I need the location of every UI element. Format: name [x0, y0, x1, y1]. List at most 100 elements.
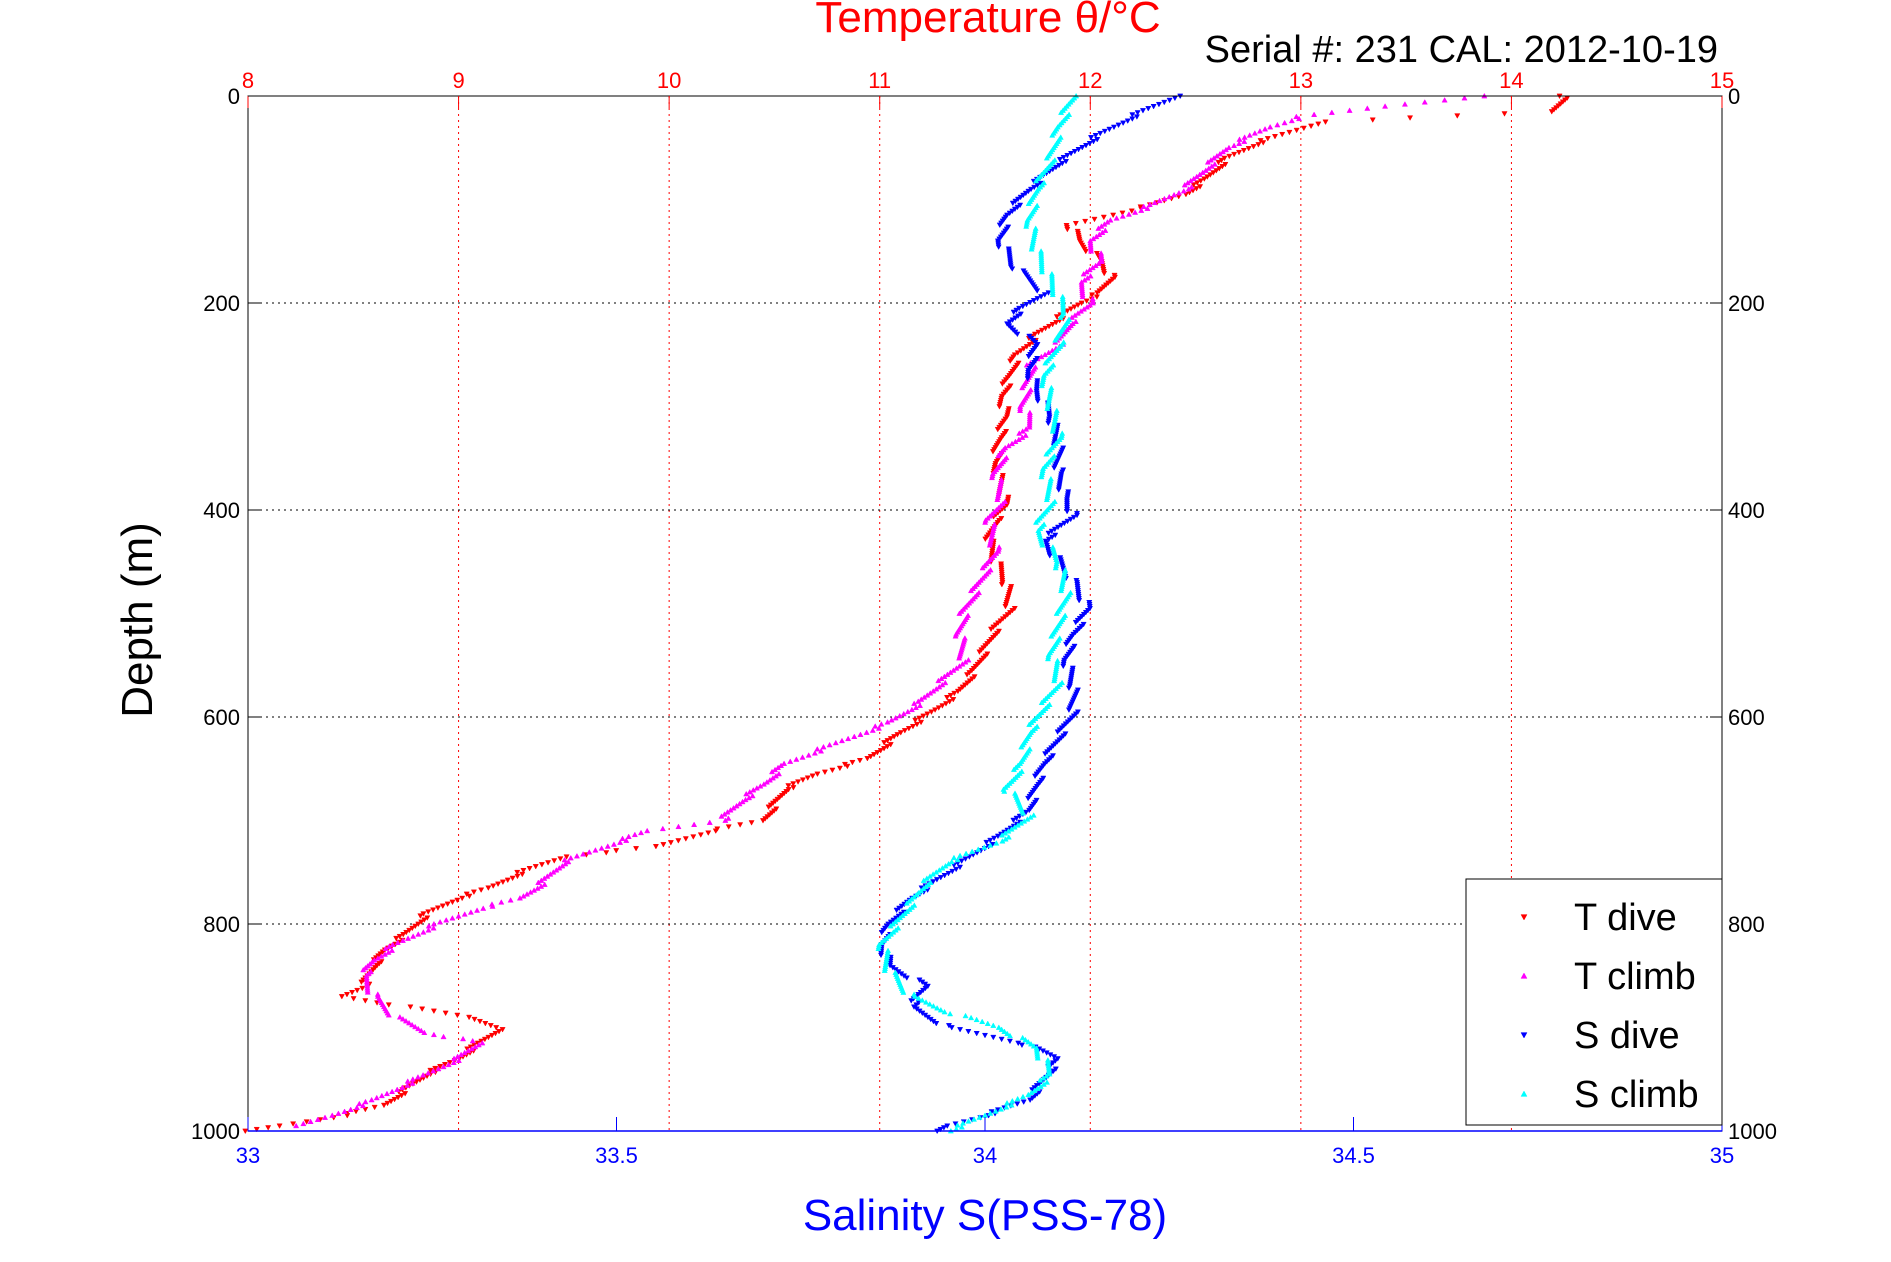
depth-tick-label-right: 0: [1728, 84, 1740, 109]
data-point-t-dive: [538, 862, 545, 868]
data-point-t-climb: [781, 760, 788, 766]
data-point-s-climb: [1018, 820, 1025, 826]
data-point-t-dive: [988, 626, 995, 633]
data-point-t-climb: [362, 1098, 369, 1105]
data-point-s-climb: [1024, 816, 1031, 822]
data-point-t-dive: [943, 695, 951, 701]
data-point-t-climb: [378, 953, 385, 959]
data-point-t-dive: [913, 721, 921, 728]
depth-tick-label-left: 800: [203, 912, 240, 937]
data-point-s-climb: [1003, 1104, 1010, 1110]
data-point-t-climb: [394, 939, 401, 945]
data-point-t-climb: [420, 1071, 427, 1078]
data-point-s-dive: [965, 1029, 972, 1035]
data-point-t-climb: [1144, 205, 1151, 211]
data-point-s-dive: [1097, 130, 1104, 137]
data-point-s-dive: [998, 1036, 1005, 1043]
data-point-s-dive: [878, 929, 885, 936]
data-point-s-climb: [900, 989, 907, 995]
data-point-t-climb: [763, 779, 770, 785]
data-point-t-climb: [1019, 384, 1026, 391]
data-point-t-dive: [881, 740, 888, 746]
data-point-t-climb: [1086, 301, 1094, 308]
data-point-t-climb: [538, 883, 545, 889]
data-point-s-climb: [990, 1022, 997, 1028]
data-point-t-climb: [775, 764, 782, 771]
series-s-climb: [875, 92, 1080, 1134]
data-point-s-climb: [987, 842, 994, 848]
data-point-t-climb: [832, 739, 839, 746]
data-point-t-climb: [435, 1065, 442, 1072]
data-point-s-dive: [983, 839, 990, 846]
data-point-t-dive: [349, 989, 356, 996]
data-point-s-climb: [911, 993, 918, 999]
data-point-s-climb: [875, 945, 882, 952]
data-point-t-dive: [916, 715, 923, 722]
data-point-s-climb: [1001, 788, 1008, 794]
data-point-s-dive: [1076, 598, 1083, 604]
data-point-s-climb: [1004, 1030, 1011, 1037]
data-point-t-climb: [1049, 347, 1056, 353]
data-point-t-dive: [1215, 159, 1222, 166]
data-point-s-dive: [1124, 118, 1131, 124]
data-point-t-dive: [712, 828, 719, 834]
data-point-t-climb: [944, 671, 951, 677]
data-point-t-climb: [402, 1017, 410, 1024]
data-point-t-climb: [414, 1074, 421, 1080]
temperature-tick-label: 11: [868, 68, 891, 93]
data-point-s-dive: [1072, 619, 1079, 626]
data-point-t-dive: [994, 426, 1001, 433]
data-point-t-dive: [1226, 153, 1233, 160]
data-point-s-dive: [908, 998, 915, 1004]
data-point-s-climb: [1046, 1070, 1053, 1077]
data-point-s-climb: [1057, 314, 1064, 320]
data-point-s-climb: [1032, 177, 1040, 184]
data-point-t-dive: [928, 709, 935, 715]
data-point-s-climb: [1038, 699, 1045, 705]
data-point-t-climb: [857, 731, 864, 737]
data-point-t-dive: [690, 834, 697, 840]
data-point-t-dive: [809, 773, 816, 779]
data-point-t-climb: [455, 1057, 462, 1063]
depth-tick-label-right: 800: [1728, 912, 1765, 937]
data-point-t-climb: [1146, 201, 1153, 208]
data-point-s-climb: [976, 1114, 983, 1120]
data-point-t-dive: [1407, 115, 1414, 121]
data-point-t-climb: [1311, 111, 1318, 117]
data-point-t-dive: [470, 889, 477, 896]
data-point-t-climb: [1104, 219, 1111, 225]
data-point-t-climb: [878, 721, 885, 727]
data-point-s-dive: [996, 222, 1003, 229]
data-point-t-climb: [1090, 235, 1097, 242]
data-point-t-climb: [454, 1053, 461, 1059]
data-point-t-dive: [1101, 270, 1108, 277]
data-point-s-dive: [1155, 101, 1162, 108]
data-point-t-climb: [523, 891, 531, 897]
data-point-t-dive: [487, 1023, 494, 1029]
data-point-s-dive: [1024, 376, 1031, 382]
data-point-t-dive: [759, 818, 767, 824]
data-point-t-climb: [1166, 193, 1173, 200]
data-point-t-climb: [565, 858, 572, 865]
data-point-t-climb: [360, 1102, 367, 1109]
data-point-s-climb: [915, 995, 922, 1001]
data-point-t-dive: [478, 887, 485, 893]
data-point-t-climb: [561, 856, 568, 863]
data-point-t-climb: [869, 727, 876, 733]
data-point-t-dive: [1279, 131, 1286, 138]
data-point-t-dive: [338, 994, 345, 1000]
data-point-t-climb: [1045, 349, 1052, 356]
data-point-t-dive: [290, 1121, 297, 1127]
data-point-s-dive: [957, 1027, 964, 1033]
data-point-t-dive: [1260, 140, 1267, 146]
data-point-t-climb: [1225, 144, 1232, 151]
legend-box: [1465, 878, 1723, 1126]
data-point-t-climb: [461, 911, 468, 917]
data-point-t-dive: [514, 869, 521, 876]
data-point-s-dive: [1010, 817, 1017, 824]
data-point-t-dive: [836, 765, 843, 772]
data-point-s-dive: [1101, 128, 1108, 135]
data-point-t-climb: [814, 745, 821, 752]
data-point-t-dive: [976, 649, 983, 655]
data-point-t-climb: [1096, 231, 1103, 238]
